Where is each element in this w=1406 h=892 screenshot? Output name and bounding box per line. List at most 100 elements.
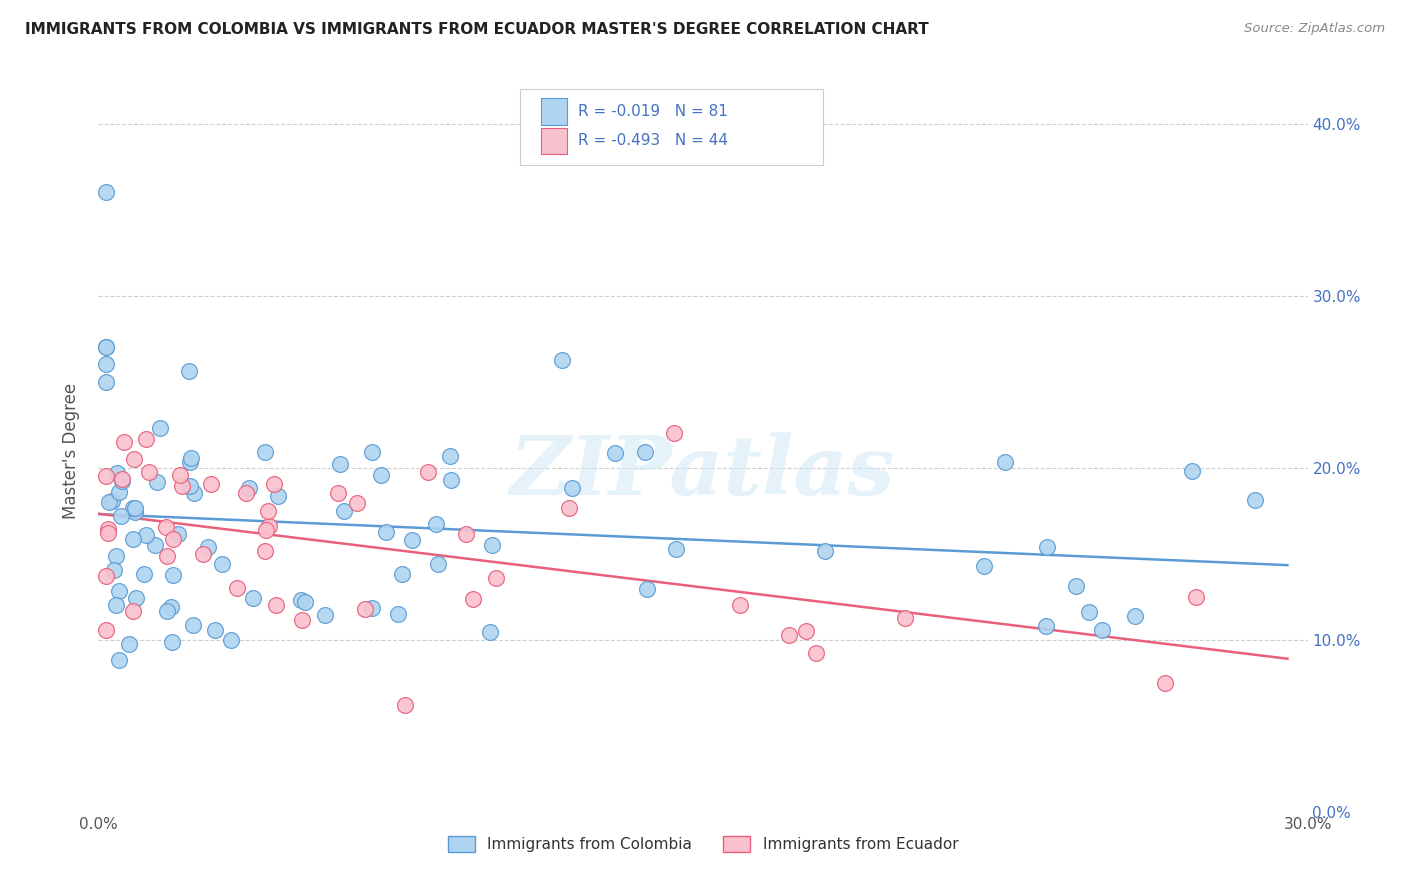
Point (481, 538, 503, 552)
Point (370, 468, 392, 483)
Point (361, 445, 384, 459)
Point (172, 479, 194, 493)
Point (104, 598, 127, 612)
Point (124, 501, 146, 516)
Point (162, 533, 184, 547)
Point (394, 698, 416, 712)
Point (124, 506, 146, 520)
Point (1064, 579, 1087, 593)
Point (169, 468, 191, 483)
Point (96, 186, 118, 200)
Point (183, 486, 205, 500)
Point (97, 522, 120, 536)
Point (96, 358, 118, 372)
Point (162, 568, 184, 582)
Point (425, 517, 447, 532)
Point (253, 445, 276, 459)
Point (96, 468, 118, 483)
Point (374, 524, 396, 539)
Point (179, 455, 201, 469)
Point (108, 653, 131, 667)
Point (180, 451, 202, 466)
Text: R = -0.493   N = 44: R = -0.493 N = 44 (578, 134, 728, 148)
Point (204, 623, 226, 637)
Point (454, 526, 477, 541)
Point (145, 538, 167, 552)
Point (804, 646, 827, 660)
Point (156, 549, 179, 563)
Point (117, 637, 139, 651)
Point (100, 493, 122, 508)
Point (162, 635, 184, 649)
Point (778, 628, 800, 642)
Point (418, 465, 440, 479)
Point (346, 496, 368, 510)
Point (112, 434, 135, 449)
Point (973, 558, 995, 573)
Point (97, 495, 120, 509)
Point (332, 503, 354, 517)
Point (160, 599, 183, 614)
Point (728, 598, 751, 612)
Point (122, 604, 145, 618)
Point (391, 566, 413, 581)
Point (111, 472, 134, 486)
Point (238, 481, 260, 495)
Point (111, 474, 134, 488)
Point (551, 353, 574, 368)
Point (794, 624, 817, 638)
Point (97, 525, 120, 540)
Point (263, 477, 285, 491)
Point (1184, 590, 1206, 604)
Text: R = -0.019   N = 81: R = -0.019 N = 81 (578, 104, 728, 119)
Point (96, 569, 118, 583)
Point (110, 509, 132, 524)
Point (463, 591, 485, 606)
Point (146, 475, 169, 489)
Point (235, 485, 257, 500)
Point (294, 595, 316, 609)
Point (107, 485, 129, 500)
Point (603, 446, 626, 460)
Point (326, 486, 349, 500)
Point (665, 541, 688, 556)
Point (167, 526, 190, 541)
Point (1077, 605, 1099, 619)
Point (1091, 623, 1114, 637)
Point (225, 581, 247, 595)
Point (181, 618, 204, 632)
Point (267, 489, 290, 503)
Point (138, 465, 160, 479)
Point (314, 607, 336, 622)
Point (219, 633, 242, 648)
Point (387, 607, 409, 621)
Point (401, 533, 423, 548)
Point (485, 571, 508, 585)
Point (105, 466, 128, 480)
Point (1035, 619, 1057, 633)
Point (125, 591, 148, 606)
Point (122, 532, 145, 546)
Point (354, 602, 377, 616)
Point (177, 364, 200, 378)
Point (558, 500, 581, 515)
Point (197, 540, 219, 554)
Point (211, 557, 233, 571)
Point (200, 476, 222, 491)
Point (134, 567, 156, 582)
Text: Source: ZipAtlas.com: Source: ZipAtlas.com (1244, 22, 1385, 36)
Point (242, 591, 264, 605)
Point (1154, 676, 1177, 690)
Point (256, 504, 278, 518)
Point (257, 518, 280, 533)
Point (179, 478, 201, 492)
Point (108, 583, 131, 598)
Point (135, 432, 157, 446)
Point (149, 421, 172, 435)
Point (191, 547, 214, 561)
Point (360, 600, 382, 615)
Point (439, 450, 461, 464)
Point (994, 455, 1017, 469)
Point (634, 445, 657, 459)
Point (291, 613, 314, 627)
